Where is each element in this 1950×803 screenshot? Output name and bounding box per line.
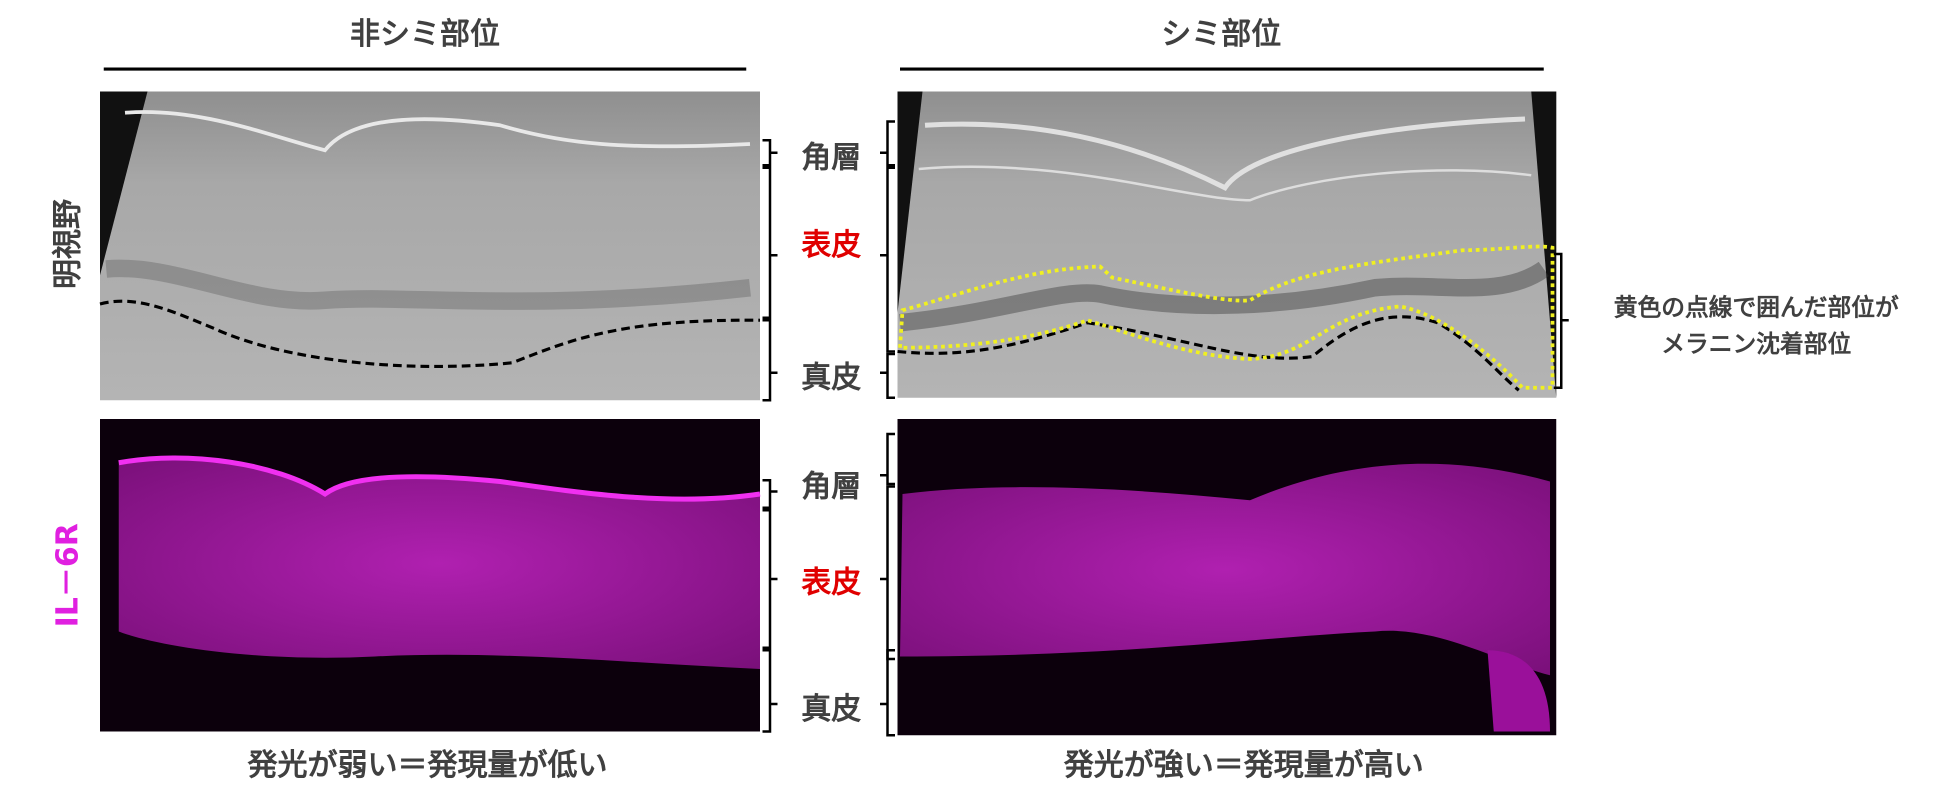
layer-label: 表皮 [801,228,861,263]
layer-label: 角層 [801,141,861,176]
layer-bracket [762,120,1569,737]
layer-label: 真皮 [801,692,861,727]
annotation: 黄色の点線で囲んだ部位が [1614,294,1899,322]
fluorescence-image [897,419,1557,736]
row-label: IL－6R [50,523,85,627]
fluorescence-image [100,419,761,732]
brightfield-image [99,91,761,401]
layer-label: 表皮 [801,566,861,601]
caption: 発光が弱い＝発現量が低い [247,748,608,783]
brightfield-image [897,91,1557,398]
layer-label: 角層 [801,469,861,504]
row-label: 明視野 [50,199,85,289]
column-title: 非シミ部位 [350,17,500,52]
column-title: シミ部位 [1161,17,1281,52]
annotation: メラニン沈着部位 [1661,330,1851,358]
caption: 発光が強い＝発現量が高い [1063,748,1424,783]
layer-label: 真皮 [801,361,861,396]
